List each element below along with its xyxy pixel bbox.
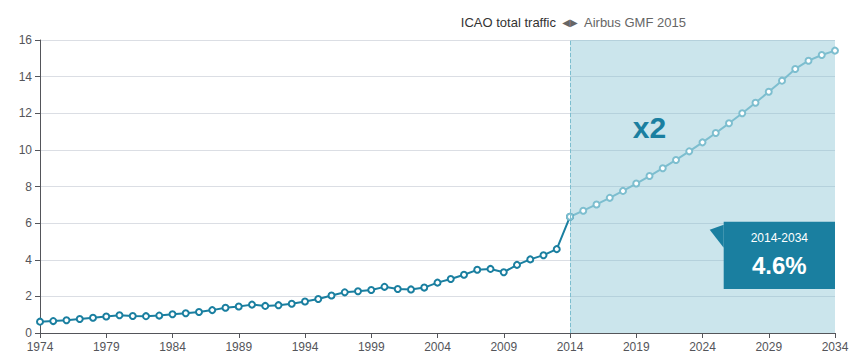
svg-text:4: 4 <box>25 253 32 267</box>
svg-text:2019: 2019 <box>623 340 650 354</box>
svg-text:4.6%: 4.6% <box>752 252 807 279</box>
svg-text:16: 16 <box>19 33 33 47</box>
svg-text:1999: 1999 <box>358 340 385 354</box>
svg-text:Airbus GMF 2015: Airbus GMF 2015 <box>584 15 686 30</box>
svg-text:2034: 2034 <box>822 340 849 354</box>
svg-text:2014-2034: 2014-2034 <box>751 231 809 245</box>
svg-text:1974: 1974 <box>27 340 54 354</box>
svg-text:ICAO total traffic: ICAO total traffic <box>461 15 557 30</box>
svg-text:8: 8 <box>25 180 32 194</box>
svg-text:1989: 1989 <box>225 340 252 354</box>
svg-text:1994: 1994 <box>292 340 319 354</box>
svg-text:2024: 2024 <box>689 340 716 354</box>
svg-text:2009: 2009 <box>490 340 517 354</box>
svg-text:1984: 1984 <box>159 340 186 354</box>
svg-text:0: 0 <box>25 326 32 340</box>
svg-text:2029: 2029 <box>755 340 782 354</box>
svg-text:14: 14 <box>19 70 33 84</box>
svg-text:◀▶: ◀▶ <box>562 17 578 28</box>
svg-text:2014: 2014 <box>557 340 584 354</box>
svg-text:x2: x2 <box>633 111 666 144</box>
svg-text:10: 10 <box>19 143 33 157</box>
svg-text:6: 6 <box>25 216 32 230</box>
svg-text:1979: 1979 <box>93 340 120 354</box>
svg-text:2: 2 <box>25 289 32 303</box>
svg-text:2004: 2004 <box>424 340 451 354</box>
svg-text:12: 12 <box>19 106 33 120</box>
